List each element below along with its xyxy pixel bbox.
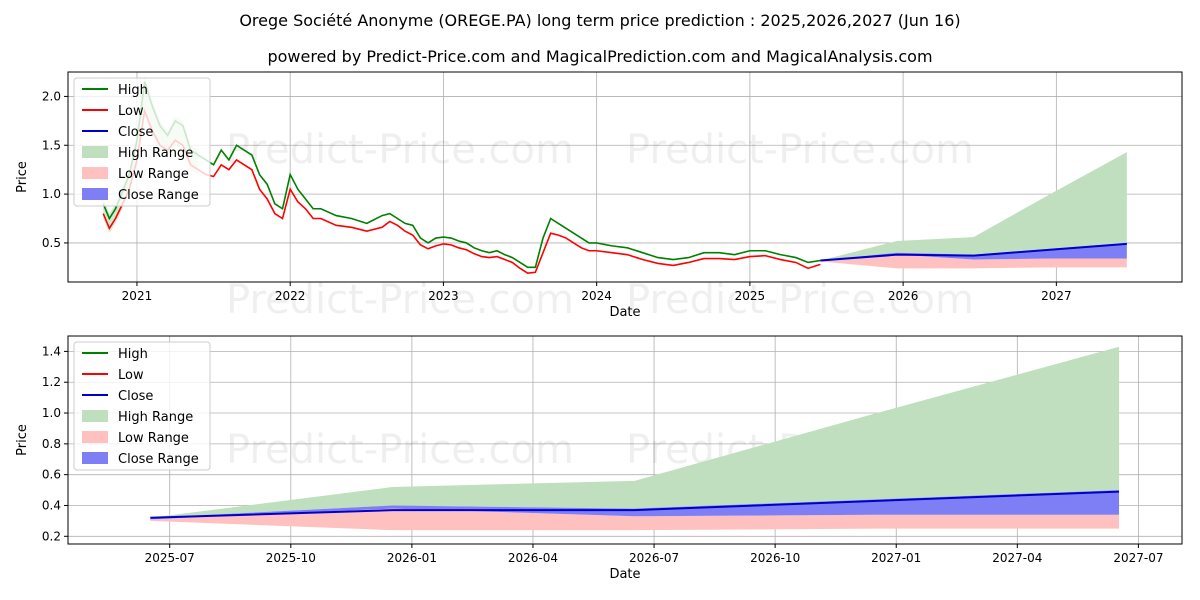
y-tick-label: 1.4 [42,344,61,358]
watermark-text: Predict-Price.com [226,127,574,173]
x-tick-label: 2026-01 [387,551,437,565]
y-axis-label: Price [15,424,30,456]
x-tick-label: 2025-10 [266,551,316,565]
watermark-text: Predict-Price.com [626,277,974,323]
x-tick-label: 2025-07 [145,551,195,565]
y-tick-label: 1.2 [42,375,61,389]
x-tick-label: 2023 [428,289,459,303]
y-tick-label: 1.0 [42,406,61,420]
legend-label: Close Range [118,188,199,203]
legend-swatch-patch [82,167,108,179]
bottom-chart-panel: 2025-07 2025-10 2026-01 2026-04 2026-07 2026-… [15,335,1183,582]
x-tick-label: 2027 [1041,289,1072,303]
legend-swatch-patch [82,452,108,464]
y-tick-label: 0.5 [42,236,61,250]
y-tick-label: 0.4 [42,498,61,512]
legend-label: High Range [118,146,193,161]
high-range-band [150,346,1120,518]
high-series-line [102,81,821,269]
x-tick-label: 2022 [275,289,306,303]
close-range-band [820,242,1127,262]
x-tick-label: 2027-01 [871,551,921,565]
y-axis-label: Price [15,161,30,193]
legend-label: Low Range [118,167,189,182]
plot-area [150,346,1120,531]
legend-label: High [118,83,148,98]
chart-title: Orege Société Anonyme (OREGE.PA) long te… [239,11,960,30]
x-axis-label: Date [609,567,640,582]
x-tick-label: 2025 [735,289,766,303]
watermark-text: Predict-Price.com [626,127,974,173]
legend-swatch-patch [82,188,108,200]
legend-label: Low [118,368,144,383]
legend-label: Close [118,125,153,140]
x-tick-label: 2026-10 [750,551,800,565]
high-range-band [820,152,1127,261]
y-tick-label: 0.2 [42,529,61,543]
chart-subtitle: powered by Predict-Price.com and Magical… [267,47,932,66]
y-tick-label: 1.5 [42,138,61,152]
watermark-text: Predict-Price.com [226,277,574,323]
x-axis-label: Date [609,305,640,320]
x-tick-label: 2026-04 [508,551,558,565]
close-range-band [150,490,1120,520]
close-series-line [820,242,1127,262]
y-tick-label: 0.8 [42,437,61,451]
plot-area [102,76,1127,275]
plot-frame [67,71,1183,283]
x-tick-label: 2026-07 [629,551,679,565]
y-tick-label: 1.0 [42,187,61,201]
y-tick-label: 0.6 [42,468,61,482]
legend-label: High Range [118,410,193,425]
legend-label: Close Range [118,452,199,467]
x-tick-label: 2021 [122,289,153,303]
plot-frame [67,335,1183,545]
y-tick-label: 2.0 [42,89,61,103]
legend-swatch-patch [82,146,108,158]
low-range-band [150,508,1120,531]
x-tick-label: 2026 [888,289,919,303]
legend-swatch-patch [82,410,108,422]
legend-label: Low Range [118,431,189,446]
legend-swatch-patch [82,431,108,443]
x-tick-label: 2027-07 [1113,551,1163,565]
close-series-line [150,490,1120,519]
watermark-text: Predict-Price.com [226,427,574,473]
low-range-band [820,254,1127,269]
x-tick-label: 2027-04 [992,551,1042,565]
legend-label: Low [118,104,144,119]
x-tick-label: 2024 [581,289,612,303]
legend-label: High [118,347,148,362]
legend-label: Close [118,389,153,404]
top-chart-panel: 2021 2022 2023 2024 2025 2026 2027 0.5 1.0 1.5 2.0… [15,71,1183,323]
